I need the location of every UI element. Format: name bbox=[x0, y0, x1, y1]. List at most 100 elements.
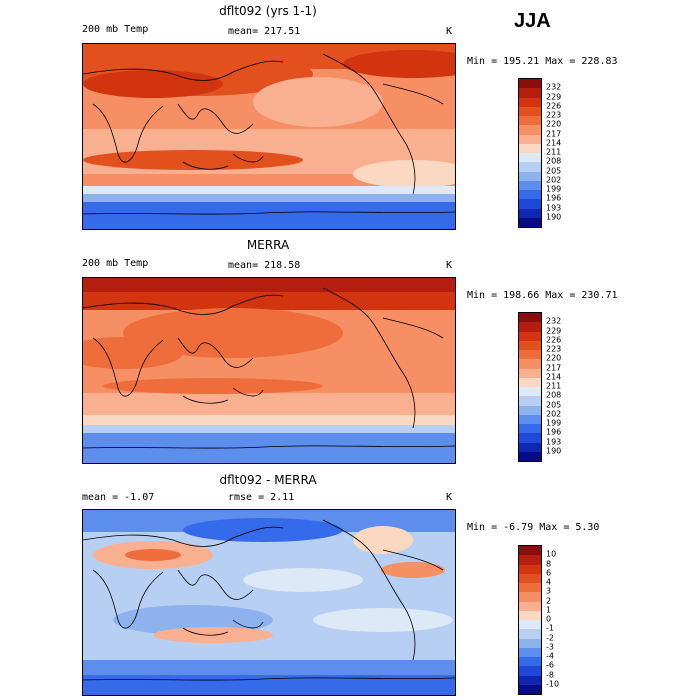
colorbar-tick-label: 214 bbox=[546, 138, 562, 148]
panel1-minmax: Min = 195.21 Max = 228.83 bbox=[467, 56, 618, 67]
colorbar-tick-label: 211 bbox=[546, 147, 562, 157]
colorbar-swatch bbox=[519, 638, 541, 648]
colorbar-tick-label: 214 bbox=[546, 372, 562, 382]
colorbar-tick-label: 6 bbox=[546, 568, 552, 578]
colorbar-tick-label: 220 bbox=[546, 119, 562, 129]
colorbar-swatch bbox=[519, 564, 541, 574]
colorbar-swatch bbox=[519, 684, 541, 694]
colorbar-tick-label: -6 bbox=[546, 660, 554, 670]
colorbar-tick-label: 0 bbox=[546, 614, 552, 624]
colorbar-tick-label: 208 bbox=[546, 156, 562, 166]
colorbar-swatch bbox=[519, 442, 541, 452]
colorbar-swatch bbox=[519, 340, 541, 350]
colorbar-tick-label: 199 bbox=[546, 184, 562, 194]
panel2-field bbox=[83, 278, 455, 463]
colorbar-swatch bbox=[519, 424, 541, 434]
colorbar-swatch bbox=[519, 666, 541, 676]
colorbar-swatch bbox=[519, 675, 541, 685]
season-label: JJA bbox=[514, 10, 551, 32]
colorbar-tick-label: 3 bbox=[546, 586, 552, 596]
panel3-mean: mean = -1.07 bbox=[82, 492, 155, 503]
colorbar-tick-label: 2 bbox=[546, 596, 552, 605]
colorbar-tick-label: 190 bbox=[546, 212, 562, 222]
colorbar-swatch bbox=[519, 610, 541, 620]
colorbar-swatch bbox=[519, 583, 541, 593]
colorbar-swatch bbox=[519, 79, 541, 89]
colorbar-swatch bbox=[519, 387, 541, 397]
colorbar-tick-label: -8 bbox=[546, 670, 554, 679]
colorbar-tick-label: 196 bbox=[546, 193, 562, 203]
colorbar-tick-label: 217 bbox=[546, 129, 562, 138]
colorbar-tick-label: 193 bbox=[546, 203, 562, 212]
panel1-colorbar bbox=[518, 78, 542, 228]
colorbar-swatch bbox=[519, 143, 541, 153]
panel2-title: MERRA bbox=[246, 238, 290, 252]
colorbar-tick-label: 211 bbox=[546, 381, 562, 391]
panel2-map bbox=[82, 277, 456, 464]
colorbar-swatch bbox=[519, 592, 541, 602]
colorbar-swatch bbox=[519, 88, 541, 98]
colorbar-swatch bbox=[519, 313, 541, 323]
colorbar-swatch bbox=[519, 405, 541, 415]
colorbar-tick-label: 208 bbox=[546, 390, 562, 400]
colorbar-swatch bbox=[519, 377, 541, 387]
colorbar-tick-label: 205 bbox=[546, 166, 562, 175]
panel3-map bbox=[82, 509, 456, 696]
colorbar-tick-label: 232 bbox=[546, 82, 562, 92]
colorbar-tick-label: 232 bbox=[546, 316, 562, 326]
colorbar-swatch bbox=[519, 546, 541, 556]
colorbar-tick-label: -2 bbox=[546, 633, 554, 642]
colorbar-swatch bbox=[519, 414, 541, 424]
colorbar-tick-label: 8 bbox=[546, 559, 552, 568]
colorbar-tick-label: 190 bbox=[546, 446, 562, 456]
colorbar-swatch bbox=[519, 180, 541, 190]
colorbar-swatch bbox=[519, 657, 541, 667]
colorbar-tick-label: 4 bbox=[546, 577, 552, 587]
colorbar-swatch bbox=[519, 433, 541, 443]
colorbar-swatch bbox=[519, 106, 541, 116]
colorbar-swatch bbox=[519, 153, 541, 163]
colorbar-tick-label: 1 bbox=[546, 605, 552, 615]
colorbar-swatch bbox=[519, 217, 541, 227]
panel1-units: K bbox=[446, 26, 453, 37]
colorbar-tick-label: -4 bbox=[546, 651, 554, 661]
colorbar-tick-label: 10 bbox=[546, 549, 557, 559]
colorbar-swatch bbox=[519, 116, 541, 126]
panel3-rmse: rmse = 2.11 bbox=[228, 492, 295, 503]
colorbar-tick-label: 223 bbox=[546, 344, 562, 354]
colorbar-swatch bbox=[519, 350, 541, 360]
colorbar-swatch bbox=[519, 322, 541, 332]
colorbar-swatch bbox=[519, 555, 541, 565]
panel1-field bbox=[83, 44, 455, 229]
colorbar-tick-label: 199 bbox=[546, 418, 562, 428]
colorbar-swatch bbox=[519, 199, 541, 209]
colorbar-tick-label: 202 bbox=[546, 175, 562, 185]
panel1-map bbox=[82, 43, 456, 230]
colorbar-swatch bbox=[519, 190, 541, 200]
panel3-colorbar bbox=[518, 545, 542, 695]
colorbar-tick-label: 202 bbox=[546, 409, 562, 419]
colorbar-swatch bbox=[519, 171, 541, 181]
colorbar-tick-label: -1 bbox=[546, 623, 554, 633]
colorbar-tick-label: -10 bbox=[546, 679, 560, 689]
panel3-units: K bbox=[446, 492, 453, 503]
colorbar-swatch bbox=[519, 451, 541, 461]
panel2-variable: 200 mb Temp bbox=[82, 258, 149, 269]
colorbar-swatch bbox=[519, 162, 541, 172]
colorbar-swatch bbox=[519, 368, 541, 378]
colorbar-tick-label: 229 bbox=[546, 92, 562, 101]
colorbar-swatch bbox=[519, 620, 541, 630]
panel1-mean: mean= 217.51 bbox=[228, 26, 301, 37]
colorbar-tick-label: 193 bbox=[546, 437, 562, 446]
colorbar-swatch bbox=[519, 208, 541, 218]
panel3-field bbox=[83, 510, 455, 695]
panel3-title: dflt092 - MERRA bbox=[219, 473, 317, 487]
colorbar-tick-label: 229 bbox=[546, 326, 562, 335]
colorbar-tick-label: 226 bbox=[546, 335, 562, 345]
colorbar-swatch bbox=[519, 647, 541, 657]
panel2-mean: mean= 218.58 bbox=[228, 260, 301, 271]
panel1-variable: 200 mb Temp bbox=[82, 24, 149, 35]
panel3-minmax: Min = -6.79 Max = 5.30 bbox=[467, 522, 600, 533]
panel2-colorbar bbox=[518, 312, 542, 462]
colorbar-swatch bbox=[519, 573, 541, 583]
